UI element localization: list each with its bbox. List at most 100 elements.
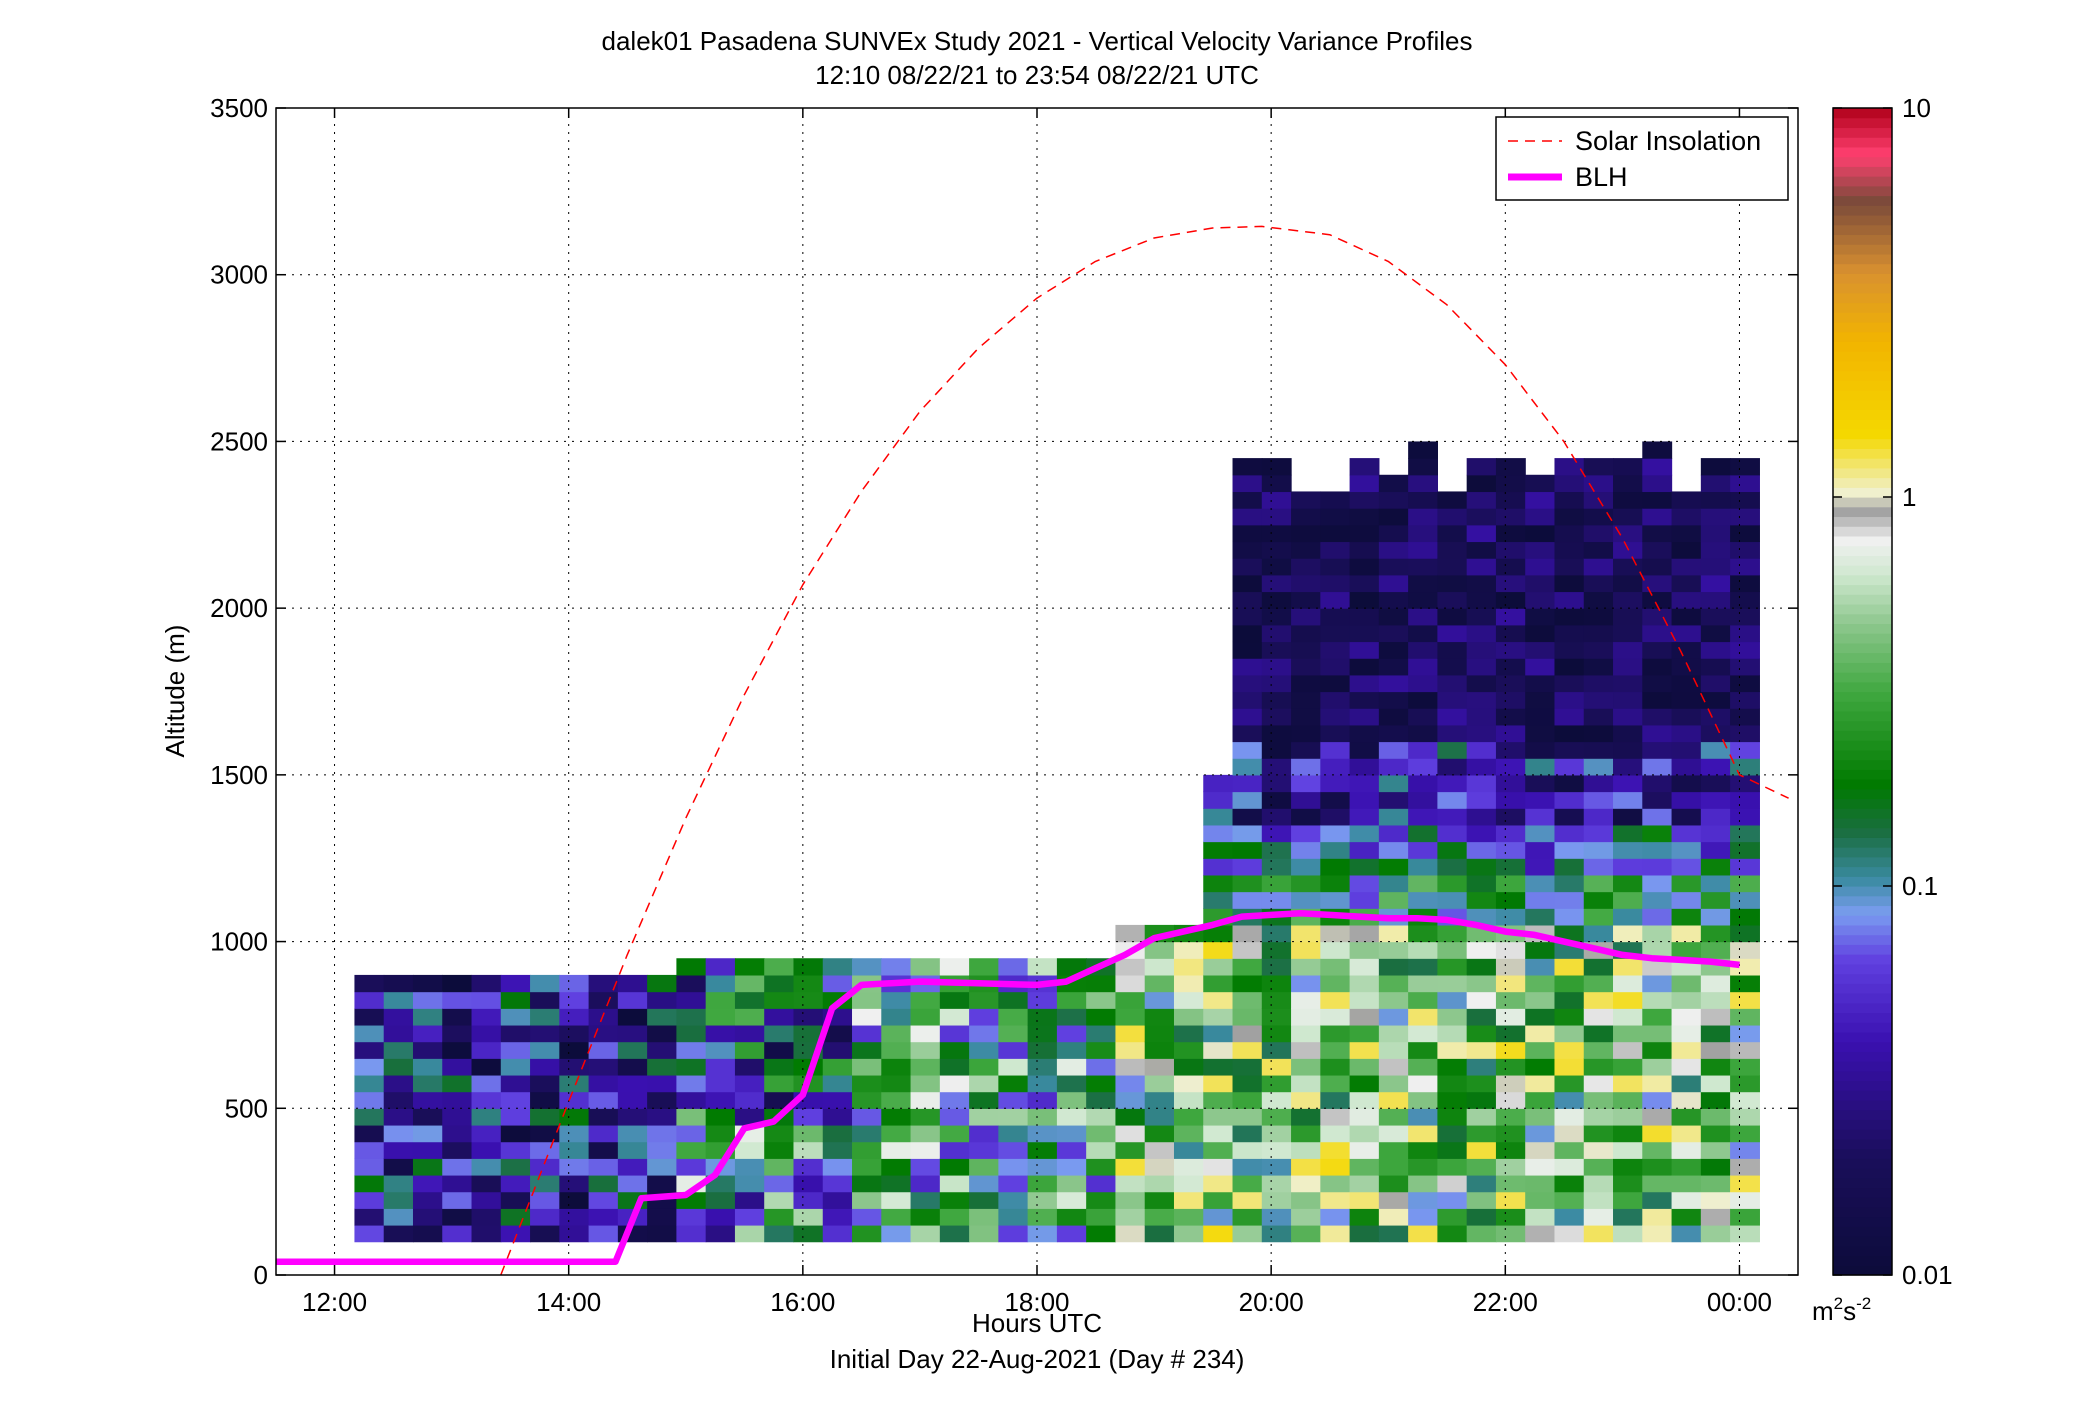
heatmap-cell: [1378, 824, 1409, 843]
heatmap-cell: [1583, 1141, 1614, 1159]
variance-heatmap: [354, 441, 1760, 1243]
heatmap-cell: [1291, 808, 1321, 826]
heatmap-cell: [1466, 508, 1497, 526]
heatmap-cell: [1466, 724, 1497, 743]
heatmap-cell: [1349, 474, 1380, 493]
heatmap-cell: [1671, 691, 1702, 709]
heatmap-cell: [1642, 658, 1673, 676]
colorbar-step: [1833, 448, 1892, 459]
heatmap-cell: [1466, 591, 1497, 609]
colorbar-step: [1833, 905, 1892, 916]
heatmap-cell: [705, 1041, 736, 1059]
colorbar-step: [1833, 477, 1892, 488]
heatmap-cell: [1378, 541, 1409, 559]
heatmap-cell: [1525, 941, 1556, 959]
heatmap-cell: [1086, 1191, 1117, 1209]
heatmap-cell: [1291, 1008, 1321, 1026]
heatmap-cell: [764, 1224, 795, 1243]
colorbar-step: [1833, 1168, 1892, 1179]
heatmap-cell: [1203, 774, 1234, 793]
heatmap-cell: [1378, 1174, 1409, 1193]
heatmap-cell: [1115, 1224, 1146, 1243]
heatmap-cell: [881, 958, 912, 976]
heatmap-cell: [1027, 1091, 1058, 1109]
heatmap-cell: [1261, 524, 1292, 543]
heatmap-cell: [1378, 474, 1409, 493]
heatmap-cell: [1291, 508, 1321, 526]
heatmap-cell: [383, 1174, 414, 1193]
heatmap-cell: [1730, 1074, 1760, 1093]
heatmap-cell: [1408, 591, 1438, 609]
heatmap-cell: [530, 1208, 560, 1226]
heatmap-cell: [1671, 1041, 1702, 1059]
heatmap-cell: [1232, 1158, 1263, 1176]
heatmap-cell: [1554, 758, 1585, 776]
colorbar-step: [1833, 438, 1892, 449]
heatmap-cell: [383, 1124, 414, 1143]
heatmap-cell: [1203, 1124, 1234, 1143]
heatmap-cell: [412, 1191, 443, 1209]
heatmap-cell: [1642, 741, 1673, 759]
heatmap-cell: [1261, 958, 1292, 976]
heatmap-cell: [1349, 541, 1380, 559]
heatmap-cell: [1320, 808, 1351, 826]
heatmap-cell: [1554, 1158, 1585, 1176]
heatmap-cell: [1642, 891, 1673, 909]
heatmap-cell: [1495, 591, 1526, 609]
heatmap-cell: [939, 1041, 970, 1059]
heatmap-cell: [1291, 624, 1321, 643]
heatmap-cell: [1437, 974, 1468, 993]
colorbar-step: [1833, 302, 1892, 313]
heatmap-cell: [1144, 941, 1175, 959]
heatmap-cell: [1261, 924, 1292, 943]
heatmap-cell: [1203, 858, 1234, 876]
heatmap-cell: [1495, 691, 1526, 709]
heatmap-cell: [1437, 791, 1468, 809]
heatmap-cell: [1437, 641, 1468, 659]
heatmap-cell: [969, 1224, 999, 1243]
heatmap-cell: [1642, 691, 1673, 709]
colorbar-step: [1833, 642, 1892, 654]
heatmap-cell: [1525, 1108, 1556, 1126]
heatmap-cell: [1466, 841, 1497, 859]
heatmap-cell: [1554, 1008, 1585, 1026]
heatmap-cell: [910, 1174, 941, 1193]
heatmap-cell: [793, 1191, 824, 1209]
heatmap-cell: [1700, 1124, 1731, 1143]
heatmap-cell: [1349, 824, 1380, 843]
heatmap-cell: [1730, 1158, 1760, 1176]
heatmap-cell: [1554, 824, 1585, 843]
heatmap-cell: [1671, 1091, 1702, 1109]
legend-solar-insolation-label: Solar Insolation: [1575, 126, 1761, 156]
heatmap-cell: [1173, 1141, 1204, 1159]
colorbar-step: [1833, 1031, 1892, 1043]
heatmap-cell: [910, 1058, 941, 1076]
y-tick-label: 1500: [210, 760, 268, 790]
heatmap-cell: [1320, 608, 1351, 626]
heatmap-cell: [1291, 841, 1321, 859]
heatmap-cell: [881, 1224, 912, 1243]
heatmap-cell: [734, 1108, 765, 1126]
heatmap-cell: [1320, 1091, 1351, 1109]
heatmap-cell: [500, 1141, 531, 1159]
heatmap-cell: [1730, 941, 1760, 959]
heatmap-cell: [647, 974, 677, 993]
heatmap-cell: [1700, 458, 1731, 476]
heatmap-cell: [354, 1224, 385, 1243]
heatmap-cell: [1730, 541, 1760, 559]
heatmap-cell: [617, 1058, 648, 1076]
heatmap-cell: [1642, 541, 1673, 559]
colorbar-step: [1833, 963, 1892, 975]
heatmap-cell: [852, 1141, 882, 1159]
heatmap-cell: [1583, 558, 1614, 576]
heatmap-cell: [1642, 908, 1673, 926]
heatmap-cell: [881, 1024, 912, 1043]
heatmap-cell: [1525, 1008, 1556, 1026]
heatmap-cell: [559, 974, 590, 993]
heatmap-cell: [500, 1074, 531, 1093]
heatmap-cell: [1613, 691, 1643, 709]
heatmap-cell: [1466, 824, 1497, 843]
heatmap-cell: [1700, 708, 1731, 726]
heatmap-cell: [1730, 1191, 1760, 1209]
heatmap-cell: [939, 1091, 970, 1109]
